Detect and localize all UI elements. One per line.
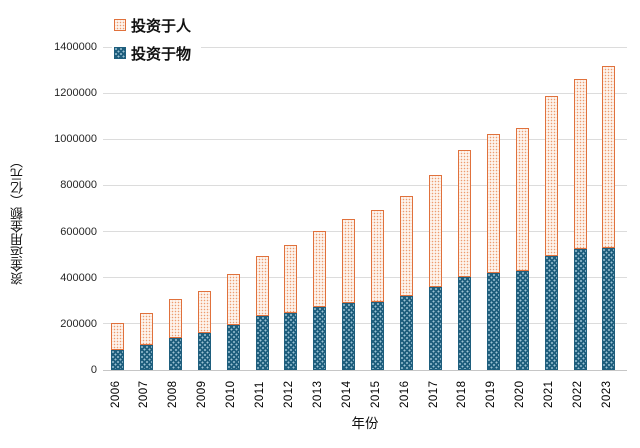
bar-segment-invest-things-2017 (429, 286, 442, 370)
gridline (103, 92, 627, 94)
bar-segment-invest-people-2016 (400, 196, 414, 297)
legend-label: 投资于人 (131, 17, 192, 35)
bar-segment-invest-things-2010 (226, 325, 240, 370)
legend-item-invest-things: 投资于物 (114, 39, 191, 67)
y-axis-title: 资金运用金额（亿元） (10, 155, 25, 285)
x-tick-label: 2010 (225, 380, 238, 408)
y-tick-label: 1200000 (54, 87, 97, 100)
y-tick-label: 200000 (60, 317, 97, 330)
bar-segment-invest-things-2013 (313, 306, 327, 370)
gridline (103, 323, 627, 325)
gridline (103, 138, 627, 140)
bar-segment-invest-things-2009 (197, 333, 211, 370)
x-axis-line (103, 369, 627, 371)
x-tick-label: 2009 (196, 380, 209, 408)
bar-segment-invest-things-2020 (515, 271, 529, 370)
legend-item-invest-people: 投资于人 (114, 11, 191, 39)
bar-segment-invest-things-2007 (139, 344, 153, 370)
bar-segment-invest-people-2021 (544, 96, 558, 256)
bar-segment-invest-people-2015 (371, 209, 385, 302)
y-tick-label: 1000000 (54, 133, 97, 146)
gridline (103, 277, 627, 279)
bar-segment-invest-things-2006 (111, 349, 124, 370)
x-tick-label: 2008 (167, 380, 180, 408)
bar-segment-invest-people-2006 (111, 322, 124, 350)
bar-segment-invest-things-2023 (602, 247, 616, 370)
bar-segment-invest-things-2019 (486, 272, 500, 370)
x-tick-label: 2014 (340, 380, 353, 408)
bar-segment-invest-people-2019 (486, 133, 500, 273)
x-tick-label: 2016 (398, 380, 411, 408)
x-axis-title: 年份 (351, 416, 379, 431)
y-tick-label: 400000 (60, 271, 97, 284)
bar-segment-invest-things-2022 (573, 249, 587, 370)
x-tick-label: 2021 (543, 380, 556, 408)
x-tick-label: 2015 (369, 380, 382, 408)
gridline (103, 231, 627, 233)
x-tick-label: 2007 (138, 380, 151, 408)
bar-segment-invest-people-2010 (226, 274, 240, 325)
x-tick-label: 2011 (254, 381, 267, 408)
bar-segment-invest-things-2016 (400, 296, 414, 370)
x-tick-label: 2018 (456, 380, 469, 408)
x-tick-label: 2023 (600, 380, 613, 408)
bar-segment-invest-people-2023 (602, 66, 616, 248)
y-tick-label: 1400000 (54, 41, 97, 53)
legend-label: 投资于物 (131, 45, 192, 63)
bar-segment-invest-people-2014 (342, 218, 356, 304)
y-tick-label: 800000 (60, 179, 97, 192)
bar-segment-invest-people-2012 (284, 244, 298, 314)
bar-segment-invest-things-2012 (284, 313, 298, 370)
x-tick-label: 2012 (282, 380, 295, 408)
bar-segment-invest-things-2021 (544, 255, 558, 370)
bar-segment-invest-people-2008 (168, 299, 182, 338)
legend-swatch-orange-dotted-icon (114, 19, 126, 31)
legend: 投资于人 投资于物 (112, 9, 202, 69)
x-tick-label: 2013 (311, 380, 324, 408)
bar-segment-invest-people-2007 (139, 312, 153, 345)
x-tick-label: 2006 (109, 380, 122, 408)
x-tick-label: 2022 (572, 380, 585, 408)
gridline (103, 184, 627, 186)
bar-segment-invest-people-2020 (515, 127, 529, 272)
bar-segment-invest-people-2009 (197, 290, 211, 334)
bar-segment-invest-people-2013 (313, 230, 327, 307)
bar-segment-invest-things-2014 (342, 303, 356, 370)
bar-segment-invest-things-2008 (168, 337, 182, 370)
bar-segment-invest-things-2015 (371, 301, 385, 370)
x-tick-label: 2020 (514, 380, 527, 408)
legend-swatch-teal-dotted-icon (114, 47, 126, 59)
bar-segment-invest-people-2017 (429, 174, 442, 287)
bar-segment-invest-people-2011 (255, 256, 269, 316)
gridline (103, 46, 627, 48)
x-tick-label: 2019 (485, 380, 498, 408)
y-tick-label: 600000 (60, 225, 97, 238)
y-tick-label: 0 (90, 364, 97, 376)
bar-segment-invest-people-2022 (573, 78, 587, 250)
bar-segment-invest-people-2018 (457, 150, 471, 277)
bar-segment-invest-things-2018 (457, 276, 471, 370)
bar-segment-invest-things-2011 (255, 316, 269, 370)
x-tick-label: 2017 (427, 380, 440, 408)
